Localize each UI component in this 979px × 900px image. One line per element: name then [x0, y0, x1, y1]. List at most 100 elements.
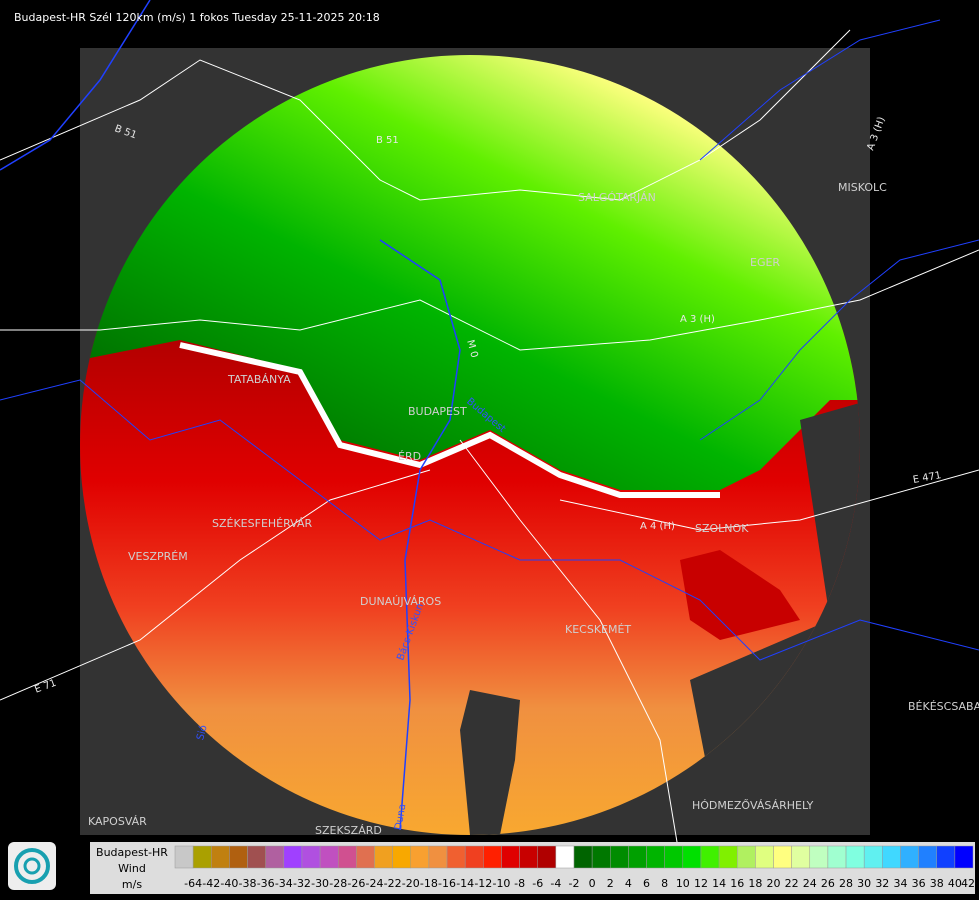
legend-swatch [936, 845, 956, 869]
legend-label: -14 [456, 877, 474, 890]
place-label: HÓDMEZŐVÁSÁRHELY [692, 798, 814, 812]
legend-label: -4 [550, 877, 561, 890]
legend-swatch [700, 845, 720, 869]
road [0, 29, 851, 201]
legend-swatch [410, 845, 430, 869]
road [459, 439, 681, 861]
legend-label: -28 [329, 877, 347, 890]
legend-swatch [664, 845, 684, 869]
legend-swatch [392, 845, 412, 869]
place-label: KAPOSVÁR [88, 815, 147, 828]
place-label: BUDAPEST [408, 405, 467, 418]
legend-label: 22 [785, 877, 799, 890]
legend-swatch [646, 845, 665, 869]
place-label: MISKOLC [838, 181, 887, 194]
road-label: A 3 (H) [680, 314, 715, 325]
legend-swatch [174, 845, 194, 869]
legend-label: 26 [821, 877, 835, 890]
legend-label: -2 [569, 877, 580, 890]
road [559, 469, 979, 531]
legend-swatch [555, 845, 575, 869]
legend-swatch [192, 845, 212, 869]
legend-swatch [501, 845, 520, 869]
place-label: EGER [750, 256, 780, 269]
legend-label: 34 [893, 877, 907, 890]
legend-label: -12 [474, 877, 492, 890]
place-label: VESZPRÉM [128, 550, 188, 563]
road-label: A 4 (H) [640, 521, 675, 532]
legend-swatch [265, 845, 285, 869]
legend-label: -10 [492, 877, 510, 890]
legend-swatch [900, 845, 919, 869]
place-label: ÉRD [398, 450, 421, 463]
legend-title: Budapest-HR [96, 846, 168, 859]
legend-swatch [374, 845, 393, 869]
approaching-echo [80, 55, 860, 490]
legend-swatch [718, 845, 738, 869]
border [699, 19, 979, 441]
legend-label: 42 [961, 877, 975, 890]
legend-label: -6 [532, 877, 543, 890]
legend-label: 28 [839, 877, 853, 890]
legend-label: -34 [275, 877, 293, 890]
legend-swatch [483, 845, 502, 869]
legend-swatch [954, 845, 974, 869]
road [0, 469, 431, 701]
legend-swatch [337, 845, 357, 869]
legend-label: 4 [625, 877, 632, 890]
legend-label: 32 [875, 877, 889, 890]
legend-label: 2 [607, 877, 614, 890]
echo-patch [680, 550, 800, 640]
place-label: SZEKSZÁRD [315, 824, 382, 837]
logo [14, 848, 50, 884]
place-label: SZÉKESFEHÉRVÁR [212, 517, 313, 530]
legend-swatch [845, 845, 865, 869]
place-label: SALGÓTARJÁN [578, 191, 656, 204]
legend-swatch [918, 845, 937, 869]
legend-label: 20 [767, 877, 781, 890]
legend-label: -40 [220, 877, 238, 890]
legend-label: 16 [730, 877, 744, 890]
river [0, 0, 461, 831]
legend-label: 10 [676, 877, 690, 890]
legend-label: -22 [384, 877, 402, 890]
road-label: B 51 [376, 135, 399, 146]
legend-label: -32 [293, 877, 311, 890]
legend-swatch [610, 845, 629, 869]
logo [23, 857, 41, 875]
legend-label: 0 [589, 877, 596, 890]
road [0, 249, 979, 351]
legend-swatch [736, 845, 756, 869]
place-label: SZOLNOK [695, 522, 749, 535]
legend-title: m/s [122, 878, 142, 891]
legend-swatch [247, 845, 266, 869]
legend-swatch [863, 845, 883, 869]
legend-label: 12 [694, 877, 708, 890]
legend-swatch [446, 845, 466, 869]
legend-swatch [809, 845, 829, 869]
place-label: TATABÁNYA [227, 373, 291, 386]
legend-label: -20 [402, 877, 420, 890]
legend-label: 14 [712, 877, 726, 890]
legend-label: -18 [420, 877, 438, 890]
road-label: E 471 [912, 470, 942, 486]
legend-swatch [791, 845, 811, 869]
legend-swatch [211, 845, 230, 869]
no-echo [460, 690, 520, 835]
border [0, 379, 979, 661]
legend-swatch [628, 845, 647, 869]
legend-swatch [229, 845, 248, 869]
legend-label: 36 [912, 877, 926, 890]
legend-swatch [301, 845, 321, 869]
place-label: KECSKEMÉT [565, 623, 631, 636]
place-label: BÉKÉSCSABA [908, 700, 979, 713]
legend-swatch [882, 845, 901, 869]
legend-label: 6 [643, 877, 650, 890]
legend-label: -26 [347, 877, 365, 890]
legend-swatch [519, 845, 538, 869]
legend-label: 8 [661, 877, 668, 890]
legend-swatch [464, 845, 484, 869]
road-label: E 71 [33, 678, 58, 696]
legend-label: 40 [948, 877, 962, 890]
